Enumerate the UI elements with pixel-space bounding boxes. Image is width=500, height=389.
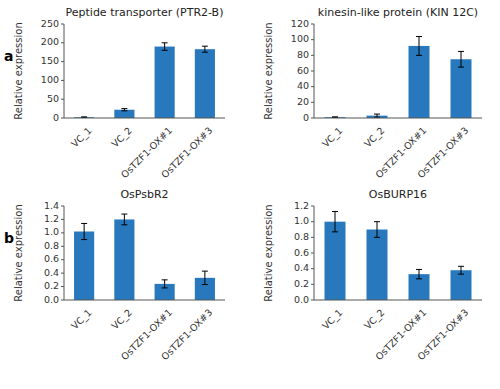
y-tick-label: 200 [41,36,59,47]
error-bar [121,214,127,225]
y-tick-label: 1.4 [44,200,59,211]
y-axis [64,206,65,300]
title: OsPsbR2 [120,188,168,201]
y-tick-label: 150 [41,55,59,66]
y-tick-label: 20 [297,96,309,107]
error-bar [374,114,380,117]
x-tick-label: VC_1 [69,125,94,150]
y-tick-label: 1.2 [44,213,59,224]
y-tick-label: 0.0 [44,294,59,305]
y-tick-label: 1.0 [44,226,59,237]
marks [74,43,215,118]
error-bar [458,51,464,67]
x-axis [64,300,225,301]
title: kinesin-like protein (KIN 12C) [318,6,478,19]
bar [451,270,472,300]
y-tick-label: 1.0 [294,215,309,226]
panel-label: a [4,48,13,64]
figure: Peptide transporter (PTR2-B) Relative exp… [0,0,500,389]
y-axis [314,206,315,300]
y-tick-label: 100 [41,74,59,85]
error-bar [162,280,168,288]
y-tick-label: 250 [41,18,59,29]
y-tick-label: 60 [297,65,309,76]
y-axis-label: Relative expression [13,204,24,301]
panel: Peptide transporter (PTR2-B) Relative exp… [4,6,225,180]
y-axis-label: Relative expression [263,204,274,301]
bar [74,232,94,300]
error-bar [374,222,380,238]
y-axis [314,24,315,118]
error-bar [416,269,422,278]
y-tick-label: 0.8 [44,240,59,251]
x-tick-label: OsTZF1-OX#3 [159,307,214,362]
y-tick-label: 0.6 [44,253,59,264]
y-tick-label: 80 [297,49,309,60]
y-tick-label: 1.2 [294,200,309,211]
y-axis-label: Relative expression [263,22,274,119]
marks [325,211,472,300]
error-bar [81,223,87,239]
y-tick-label: 0.4 [294,262,309,273]
panel: OsPsbR2 Relative expressionb 0.0 0.2 0.4 0.6 0… [4,188,225,362]
x-axis [314,118,482,119]
x-tick-label: VC_2 [362,307,387,332]
error-bar [332,211,338,231]
x-tick-label: VC_1 [69,307,94,332]
x-tick-label: VC_2 [362,125,387,150]
x-tick-label: OsTZF1-OX#3 [415,125,470,180]
y-tick-label: 50 [47,93,59,104]
y-axis [64,24,65,118]
x-tick-label: VC_1 [320,307,345,332]
panel: OsBURP16 Relative expression 0.0 0.2 0.4 0.6 0… [263,188,482,362]
bar [114,219,134,300]
bar [451,59,472,118]
y-axis-label: Relative expression [13,22,24,119]
bar [367,230,388,301]
x-tick-label: OsTZF1-OX#3 [159,125,214,180]
y-tick-label: 0.6 [294,247,309,258]
marks [325,37,472,118]
y-tick-label: 120 [291,18,309,29]
x-tick-label: VC_2 [109,125,134,150]
panel: kinesin-like protein (KIN 12C) Relative e… [263,6,482,180]
y-tick-label: 0.2 [294,278,309,289]
y-tick-label: 0.0 [294,294,309,305]
y-tick-label: 0.4 [44,267,59,278]
x-axis [64,118,225,119]
error-bar [162,43,168,51]
x-tick-label: VC_1 [320,125,345,150]
error-bar [202,46,208,52]
x-axis [314,300,482,301]
error-bar [458,266,464,274]
bar [114,110,134,118]
x-tick-label: OsTZF1-OX#3 [415,307,470,362]
bar [325,222,346,300]
bar [155,47,175,118]
marks [74,214,215,300]
title: OsBURP16 [369,188,427,201]
y-tick-label: 0.2 [44,280,59,291]
title: Peptide transporter (PTR2-B) [66,6,224,19]
y-tick-label: 40 [297,80,309,91]
x-tick-label: VC_2 [109,307,134,332]
bar [195,49,215,118]
y-tick-label: 0 [303,112,309,123]
error-bar [202,271,208,284]
y-tick-label: 0 [53,112,59,123]
error-bar [416,37,422,56]
panel-label: b [4,230,14,246]
y-tick-label: 100 [291,33,309,44]
bar [409,46,430,118]
y-tick-label: 0.8 [294,231,309,242]
error-bar [121,109,127,111]
